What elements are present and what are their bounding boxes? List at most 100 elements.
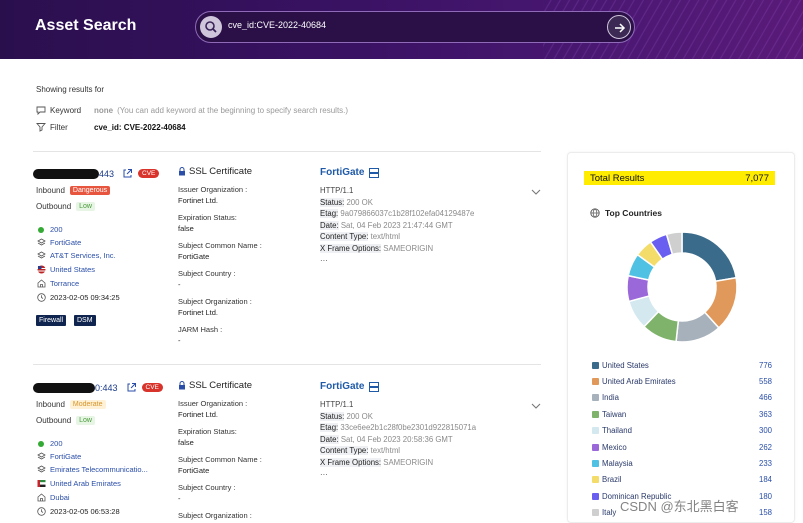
time-row: 2023-02-05 06:53:28 (36, 507, 120, 516)
ip-port-link[interactable]: 443 CVE (33, 168, 160, 179)
outbound-row: Outbound Low (36, 202, 95, 211)
search-input[interactable] (228, 20, 598, 30)
keyword-hint: (You can add keyword at the beginning to… (117, 106, 349, 115)
search-submit-arrow-icon[interactable] (607, 15, 631, 39)
tag-group: Firewall DSM (36, 315, 126, 329)
donut-slice-italy[interactable] (665, 231, 683, 256)
legend-item[interactable]: Dominican Republic 180 (592, 488, 772, 504)
legend-country-name: Malaysia (602, 459, 633, 469)
city-row[interactable]: Dubai (36, 493, 70, 502)
issuer-org: Issuer Organization : Fortinet Ltd. (178, 185, 248, 205)
keyword-label: Keyword (36, 106, 94, 115)
expiration-status: Expiration Status: false (178, 213, 237, 233)
legend-swatch (592, 443, 599, 451)
legend-swatch (592, 427, 599, 435)
inbound-risk-badge: Dangerous (69, 186, 111, 195)
keyword-value: none (94, 106, 114, 115)
total-results: Total Results 7,077 (584, 171, 775, 185)
legend-swatch (592, 460, 599, 468)
top-header: Asset Search (0, 0, 803, 59)
legend-country-count: 558 (758, 377, 772, 387)
legend-country-name: United Arab Emirates (602, 377, 676, 387)
country-row[interactable]: United States (36, 265, 95, 274)
subject-common-name: Subject Common Name : FortiGate (178, 455, 262, 475)
legend-item[interactable]: United Arab Emirates 558 (592, 373, 772, 389)
inbound-risk-badge: Moderate (69, 400, 106, 409)
donut-slice-united-states[interactable] (681, 231, 738, 283)
more-ellipsis[interactable]: ··· (320, 469, 328, 479)
subject-country: Subject Country :- (178, 483, 236, 503)
legend-country-count: 466 (758, 393, 772, 403)
legend-item[interactable]: United States 776 (592, 357, 772, 373)
cve-badge[interactable]: CVE (138, 169, 160, 178)
product-title[interactable]: FortiGate (320, 381, 380, 392)
ip-port-link[interactable]: 0:443 CVE (33, 382, 163, 393)
legend-item[interactable]: Mexico 262 (592, 439, 772, 455)
product-row[interactable]: FortiGate (36, 452, 81, 461)
tag-dsm[interactable]: DSM (74, 315, 96, 326)
legend-swatch (592, 410, 599, 418)
total-results-value: 7,077 (745, 172, 769, 184)
legend-country-name: Italy (602, 508, 617, 518)
building-icon (36, 493, 46, 502)
legend-item[interactable]: Taiwan 363 (592, 406, 772, 422)
uae-flag-icon (36, 479, 46, 488)
legend-country-name: Brazil (602, 475, 622, 485)
status-row: 200 (36, 439, 63, 448)
product-row[interactable]: FortiGate (36, 238, 81, 247)
status-dot-icon (38, 226, 44, 233)
country-legend: United States 776 United Arab Emirates 558 I… (592, 357, 772, 521)
us-flag-icon (36, 265, 46, 274)
divider (33, 364, 541, 365)
chevron-down-icon[interactable] (531, 402, 541, 410)
lock-icon (179, 167, 185, 176)
subject-common-name: Subject Common Name : FortiGate (178, 241, 262, 261)
search-bar[interactable] (195, 11, 635, 43)
network-icon (36, 465, 46, 474)
subject-organization: Subject Organization : Fortinet Ltd. (178, 297, 252, 317)
clock-icon (36, 507, 46, 516)
legend-item[interactable]: Brazil 184 (592, 472, 772, 488)
city-row[interactable]: Torrance (36, 279, 79, 288)
lock-icon (179, 381, 185, 390)
issuer-org: Issuer Organization : Fortinet Ltd. (178, 399, 248, 419)
external-link-icon[interactable] (126, 382, 137, 393)
legend-item[interactable]: India 466 (592, 390, 772, 406)
filter-value: cve_id: CVE-2022-40684 (94, 123, 186, 132)
outbound-risk-badge: Low (76, 416, 95, 425)
cve-badge[interactable]: CVE (141, 383, 163, 392)
external-link-icon[interactable] (122, 168, 133, 179)
app-title: Asset Search (35, 17, 137, 34)
legend-swatch (592, 361, 599, 369)
redacted-ip (33, 382, 95, 393)
filter-row: Filter cve_id: CVE-2022-40684 (36, 123, 186, 132)
legend-country-count: 158 (758, 508, 772, 518)
chevron-down-icon[interactable] (531, 188, 541, 196)
subject-organization: Subject Organization : (178, 511, 252, 520)
search-icon[interactable] (200, 16, 222, 38)
time-row: 2023-02-05 09:34:25 (36, 293, 120, 302)
tag-firewall[interactable]: Firewall (36, 315, 67, 326)
server-icon (369, 381, 380, 392)
legend-country-name: United States (602, 360, 649, 370)
inbound-row: Inbound Dangerous (36, 186, 111, 195)
legend-item[interactable]: Thailand 300 (592, 423, 772, 439)
subject-country: Subject Country :- (178, 269, 236, 289)
legend-item[interactable]: Malaysia 233 (592, 455, 772, 471)
outbound-row: Outbound Low (36, 416, 95, 425)
isp-row[interactable]: AT&T Services, Inc. (36, 251, 116, 260)
country-row[interactable]: United Arab Emirates (36, 479, 121, 488)
legend-country-count: 233 (758, 459, 772, 469)
watermark: CSDN @东北黑白客 (620, 499, 739, 514)
more-ellipsis[interactable]: ··· (320, 255, 328, 265)
status-row: 200 (36, 225, 63, 234)
legend-item[interactable]: Italy 158 (592, 505, 772, 521)
product-title[interactable]: FortiGate (320, 167, 380, 178)
filter-label: Filter (36, 123, 94, 132)
legend-country-count: 776 (758, 360, 772, 370)
top-countries-donut-chart (626, 231, 738, 343)
isp-row[interactable]: Emirates Telecommunicatio... (36, 465, 148, 474)
globe-icon (590, 208, 600, 218)
legend-country-name: Dominican Republic (602, 491, 672, 501)
top-countries-title: Top Countries (590, 208, 662, 218)
